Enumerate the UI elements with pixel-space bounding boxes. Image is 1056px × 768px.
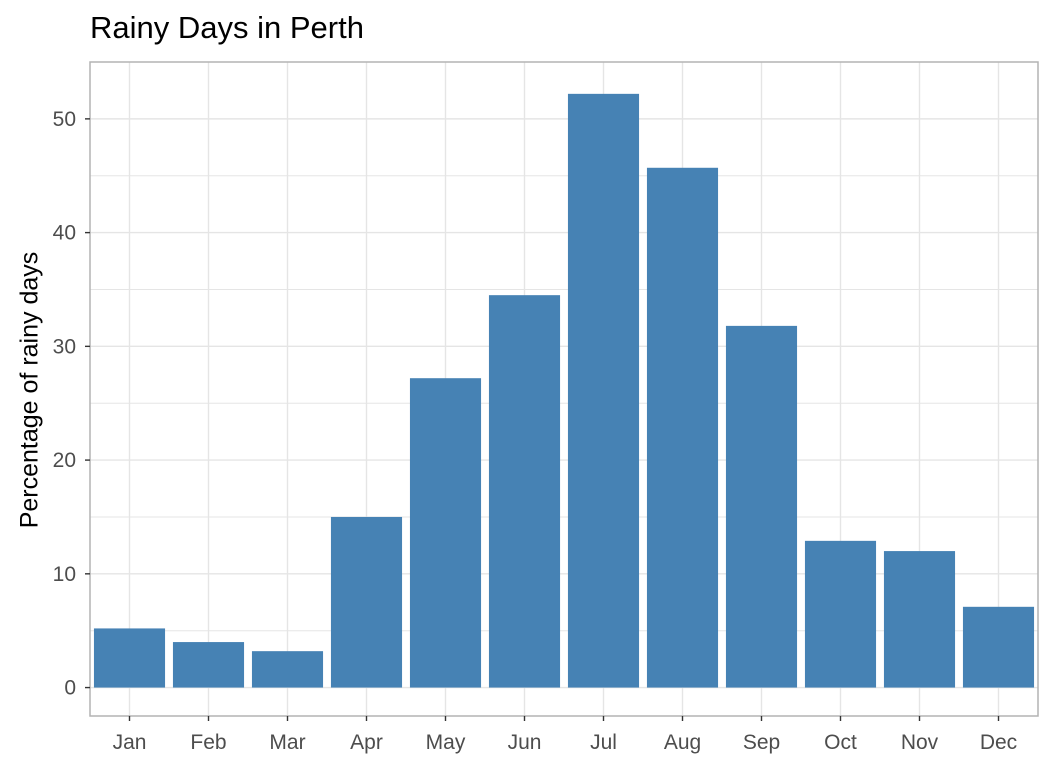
bar-aug: [646, 167, 719, 688]
bar-nov: [883, 551, 956, 688]
y-tick-label: 0: [64, 677, 76, 700]
bar-mar: [251, 651, 324, 688]
y-tick-label: 50: [53, 108, 76, 131]
panel-border: [89, 61, 1039, 717]
bar-sep: [725, 325, 798, 688]
y-tick-label: 10: [53, 563, 76, 586]
y-tick-label: 40: [53, 222, 76, 245]
bar-oct: [804, 540, 877, 688]
bar-apr: [330, 516, 403, 688]
x-tick-label: Apr: [350, 731, 383, 754]
x-tick-label: Jul: [590, 731, 617, 754]
x-tick-label: Jan: [113, 731, 147, 754]
x-tick-label: Oct: [824, 731, 857, 754]
bars: [93, 93, 1035, 688]
x-tick-label: Jun: [508, 731, 542, 754]
x-tick-label: Sep: [743, 731, 780, 754]
bar-dec: [962, 606, 1035, 688]
x-tick-label: Aug: [664, 731, 701, 754]
minor-gridlines: [90, 175, 1038, 632]
bar-feb: [172, 642, 245, 688]
chart-title: Rainy Days in Perth: [90, 10, 364, 45]
x-tick-label: Mar: [269, 731, 305, 754]
bar-jan: [93, 628, 166, 688]
bar-jul: [567, 93, 640, 688]
x-axis-ticks: Jan Feb Mar Apr May Jun Jul Aug Sep Oct Nov Dec: [113, 716, 1017, 754]
y-tick-label: 20: [53, 449, 76, 472]
x-tick-label: May: [426, 731, 466, 754]
y-tick-label: 30: [53, 335, 76, 358]
bar-jun: [488, 295, 561, 688]
y-axis-ticks: 0 10 20 30 40 50: [53, 108, 90, 700]
bar-may: [409, 378, 482, 688]
x-tick-label: Dec: [980, 731, 1017, 754]
x-tick-label: Nov: [901, 731, 939, 754]
x-tick-label: Feb: [190, 731, 226, 754]
